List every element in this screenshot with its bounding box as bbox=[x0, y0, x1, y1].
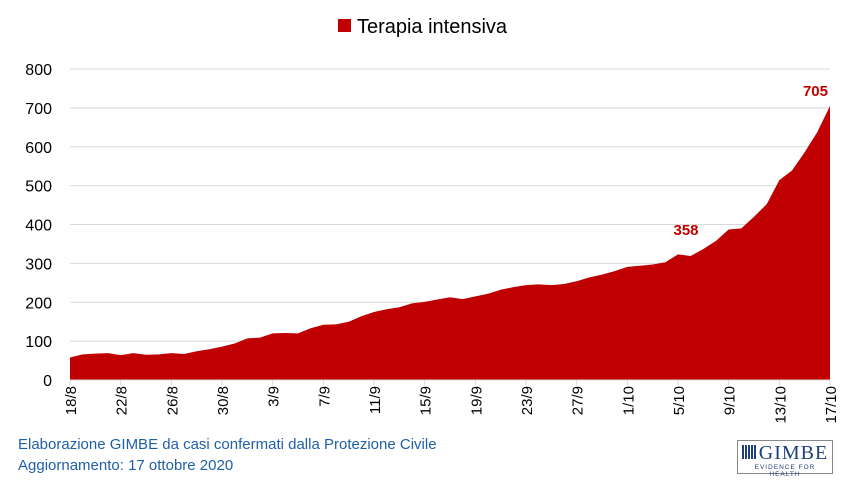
y-tick-label: 800 bbox=[25, 62, 52, 79]
y-tick-label: 700 bbox=[25, 101, 52, 118]
gimbe-logo: GIMBE EVIDENCE FOR HEALTH bbox=[737, 440, 833, 478]
x-tick-label: 26/8 bbox=[164, 386, 181, 415]
area-series-terapia-intensiva bbox=[70, 105, 830, 381]
x-tick-label: 22/8 bbox=[114, 386, 131, 415]
data-label: 358 bbox=[673, 222, 698, 239]
x-tick-label: 23/9 bbox=[519, 386, 536, 415]
source-note: Elaborazione GIMBE da casi confermati da… bbox=[18, 436, 437, 453]
x-tick-label: 7/9 bbox=[316, 386, 333, 407]
x-tick-label: 1/10 bbox=[620, 386, 637, 415]
x-tick-label: 19/9 bbox=[468, 386, 485, 415]
chart-legend: Terapia intensiva bbox=[0, 16, 845, 39]
y-tick-label: 0 bbox=[43, 373, 52, 390]
x-tick-label: 3/9 bbox=[266, 386, 283, 407]
x-tick-label: 11/9 bbox=[367, 386, 384, 414]
x-tick-label: 18/8 bbox=[63, 386, 80, 415]
x-tick-label: 15/9 bbox=[418, 386, 435, 415]
x-tick-label: 17/10 bbox=[823, 386, 840, 424]
x-tick-label: 5/10 bbox=[671, 386, 688, 415]
y-tick-label: 200 bbox=[25, 295, 52, 312]
x-tick-label: 30/8 bbox=[215, 386, 232, 415]
y-tick-label: 300 bbox=[25, 256, 52, 273]
legend-swatch bbox=[337, 19, 351, 32]
y-tick-label: 400 bbox=[25, 218, 52, 235]
x-tick-label: 9/10 bbox=[722, 386, 739, 415]
y-tick-label: 600 bbox=[25, 140, 52, 157]
legend-label: Terapia intensiva bbox=[356, 16, 508, 38]
y-tick-label: 100 bbox=[25, 334, 52, 351]
x-tick-label: 13/10 bbox=[772, 386, 789, 424]
update-note: Aggiornamento: 17 ottobre 2020 bbox=[18, 457, 234, 474]
x-tick-label: 27/9 bbox=[570, 386, 587, 415]
y-tick-label: 500 bbox=[25, 179, 52, 196]
data-label: 705 bbox=[803, 83, 828, 100]
